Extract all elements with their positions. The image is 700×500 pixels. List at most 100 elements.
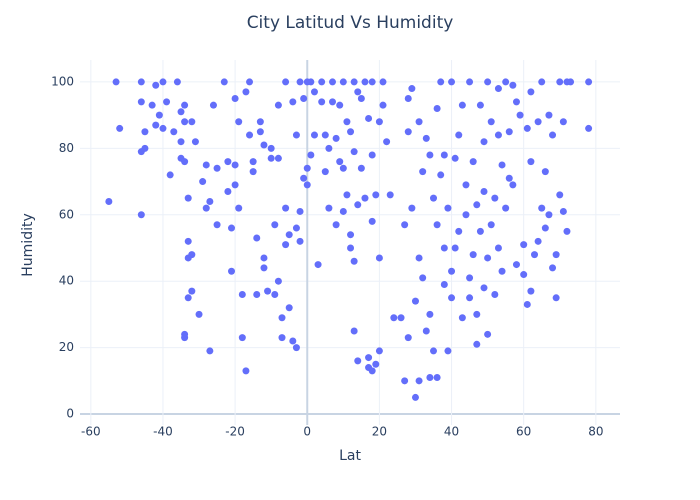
point xyxy=(419,274,427,282)
point xyxy=(527,88,535,96)
point xyxy=(181,334,189,342)
point xyxy=(404,334,412,342)
point xyxy=(430,194,438,202)
point xyxy=(379,78,387,86)
point xyxy=(390,314,398,322)
point xyxy=(177,108,185,116)
point xyxy=(426,310,434,318)
point xyxy=(292,131,300,139)
point xyxy=(516,111,524,119)
point xyxy=(231,161,239,169)
point xyxy=(545,111,553,119)
point xyxy=(152,81,160,89)
point xyxy=(141,144,149,152)
point xyxy=(440,151,448,159)
point xyxy=(422,134,430,142)
point xyxy=(365,114,373,122)
point xyxy=(238,290,246,298)
point xyxy=(249,168,257,176)
point xyxy=(228,267,236,275)
point xyxy=(292,344,300,352)
point xyxy=(195,310,203,318)
point xyxy=(404,128,412,136)
point xyxy=(343,118,351,126)
point xyxy=(325,144,333,152)
y-tick-label: 0 xyxy=(66,407,74,421)
point xyxy=(375,118,383,126)
point xyxy=(494,131,502,139)
point xyxy=(184,194,192,202)
point xyxy=(451,154,459,162)
point xyxy=(246,131,254,139)
point xyxy=(325,204,333,212)
point xyxy=(563,227,571,235)
point xyxy=(350,148,358,156)
point xyxy=(509,81,517,89)
point xyxy=(307,151,315,159)
point xyxy=(401,221,409,229)
point xyxy=(375,254,383,262)
point xyxy=(282,204,290,212)
point xyxy=(278,314,286,322)
point xyxy=(347,128,355,136)
point xyxy=(350,78,358,86)
point xyxy=(556,78,564,86)
point xyxy=(549,264,557,272)
point xyxy=(184,237,192,245)
point xyxy=(231,95,239,103)
point xyxy=(368,151,376,159)
point xyxy=(296,78,304,86)
point xyxy=(224,188,232,196)
point xyxy=(274,154,282,162)
point xyxy=(440,281,448,289)
x-axis-label: Lat xyxy=(339,448,361,464)
point xyxy=(448,78,456,86)
point xyxy=(188,118,196,126)
point xyxy=(321,131,329,139)
point xyxy=(271,290,279,298)
point xyxy=(415,118,423,126)
point xyxy=(520,241,528,249)
y-axis-label: Humidity xyxy=(20,213,36,276)
point xyxy=(339,78,347,86)
point xyxy=(329,78,337,86)
point xyxy=(163,98,171,106)
point xyxy=(296,237,304,245)
point xyxy=(419,168,427,176)
point xyxy=(520,271,528,279)
point xyxy=(411,297,419,305)
point xyxy=(361,78,369,86)
point xyxy=(347,244,355,252)
point xyxy=(300,174,308,182)
x-tick-label: 40 xyxy=(444,425,459,439)
point xyxy=(310,88,318,96)
point xyxy=(401,377,409,385)
point xyxy=(347,231,355,239)
point xyxy=(350,257,358,265)
point xyxy=(159,124,167,132)
point xyxy=(213,221,221,229)
point xyxy=(494,85,502,93)
point xyxy=(289,337,297,345)
point xyxy=(274,277,282,285)
y-tick-label: 100 xyxy=(51,74,74,88)
point xyxy=(379,101,387,109)
point xyxy=(105,197,113,205)
point xyxy=(375,347,383,355)
point xyxy=(289,98,297,106)
point xyxy=(512,98,520,106)
point xyxy=(181,101,189,109)
point xyxy=(242,88,250,96)
point xyxy=(567,78,575,86)
point xyxy=(282,241,290,249)
point xyxy=(318,98,326,106)
point xyxy=(202,161,210,169)
point xyxy=(415,254,423,262)
point xyxy=(512,261,520,269)
point xyxy=(368,217,376,225)
y-tick-label: 80 xyxy=(59,141,74,155)
point xyxy=(329,98,337,106)
point xyxy=(473,201,481,209)
point xyxy=(534,237,542,245)
point xyxy=(209,101,217,109)
